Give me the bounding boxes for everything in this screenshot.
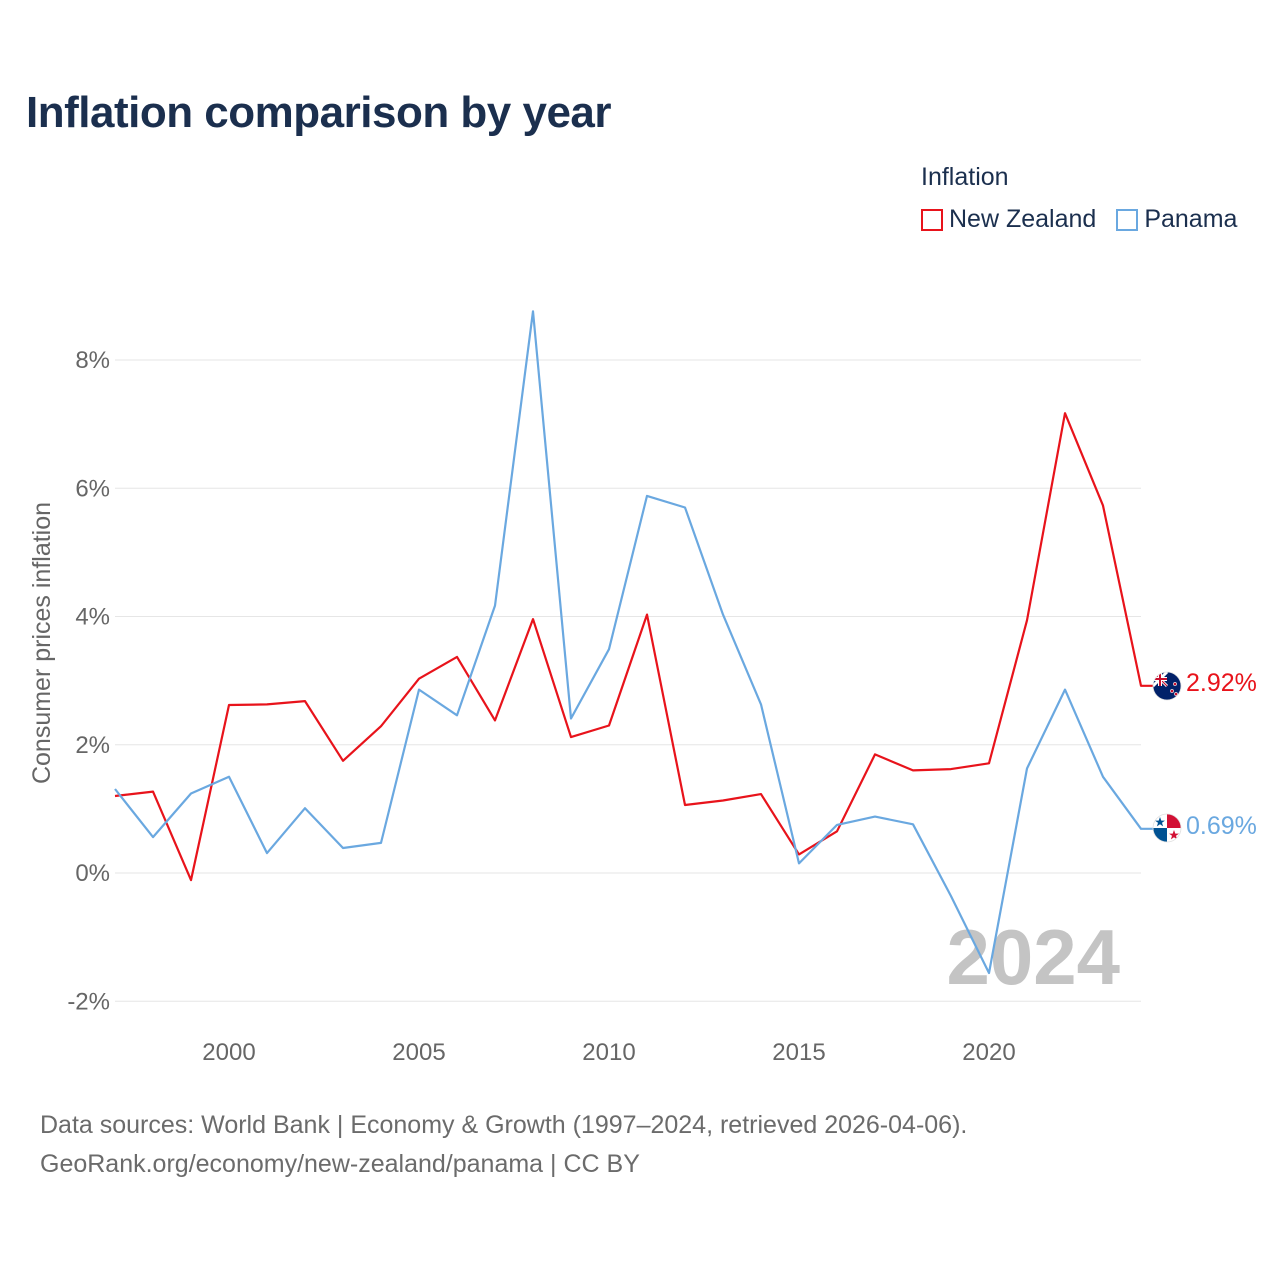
y-axis-label: Consumer prices inflation xyxy=(28,502,56,784)
y-tick-label: 0% xyxy=(75,860,110,887)
y-tick-label: 4% xyxy=(75,604,110,631)
legend-item-panama[interactable]: Panama xyxy=(1116,205,1237,234)
panama-flag-icon xyxy=(1152,813,1182,843)
chart-title: Inflation comparison by year xyxy=(26,88,612,137)
x-tick-label: 2015 xyxy=(772,1039,825,1066)
legend-label-new-zealand: New Zealand xyxy=(949,205,1097,233)
grid-lines xyxy=(115,359,1141,1002)
legend-label-panama: Panama xyxy=(1144,205,1238,233)
data-source-text: Data sources: World Bank | Economy & Gro… xyxy=(40,1111,968,1139)
y-tick-label: 2% xyxy=(75,732,110,759)
y-tick-label: -2% xyxy=(67,988,110,1015)
y-tick-label: 6% xyxy=(75,475,110,502)
source-url-text[interactable]: GeoRank.org/economy/new-zealand/panama |… xyxy=(40,1150,640,1178)
x-tick-label: 2020 xyxy=(962,1039,1015,1066)
new-zealand-flag-icon xyxy=(1152,671,1182,701)
year-annotation: 2024 xyxy=(946,913,1120,1001)
x-tick-label: 2000 xyxy=(202,1039,255,1066)
legend: New Zealand Panama xyxy=(921,205,1237,234)
legend-swatch-new-zealand xyxy=(921,208,943,231)
y-axis-ticks: -2% 0% 2% 4% 6% 8% xyxy=(67,347,110,1015)
x-tick-label: 2005 xyxy=(392,1039,445,1066)
panama-end-value-label: 0.69% xyxy=(1186,812,1257,840)
series-lines xyxy=(114,310,1153,975)
line-chart: -2% 0% 2% 4% 6% 8% 2000 2005 2010 2015 2020 Consu… xyxy=(28,310,1257,1066)
legend-title: Inflation xyxy=(921,163,1009,191)
x-tick-label: 2010 xyxy=(582,1039,635,1066)
series-line-new-zealand[interactable] xyxy=(114,412,1153,882)
x-axis-ticks: 2000 2005 2010 2015 2020 xyxy=(202,1039,1015,1066)
series-line-panama[interactable] xyxy=(114,310,1153,975)
legend-item-new-zealand[interactable]: New Zealand xyxy=(921,205,1096,234)
legend-swatch-panama xyxy=(1116,208,1139,231)
new-zealand-end-value-label: 2.92% xyxy=(1186,669,1257,697)
footer: Data sources: World Bank | Economy & Gro… xyxy=(40,1106,967,1184)
y-tick-label: 8% xyxy=(75,347,110,374)
